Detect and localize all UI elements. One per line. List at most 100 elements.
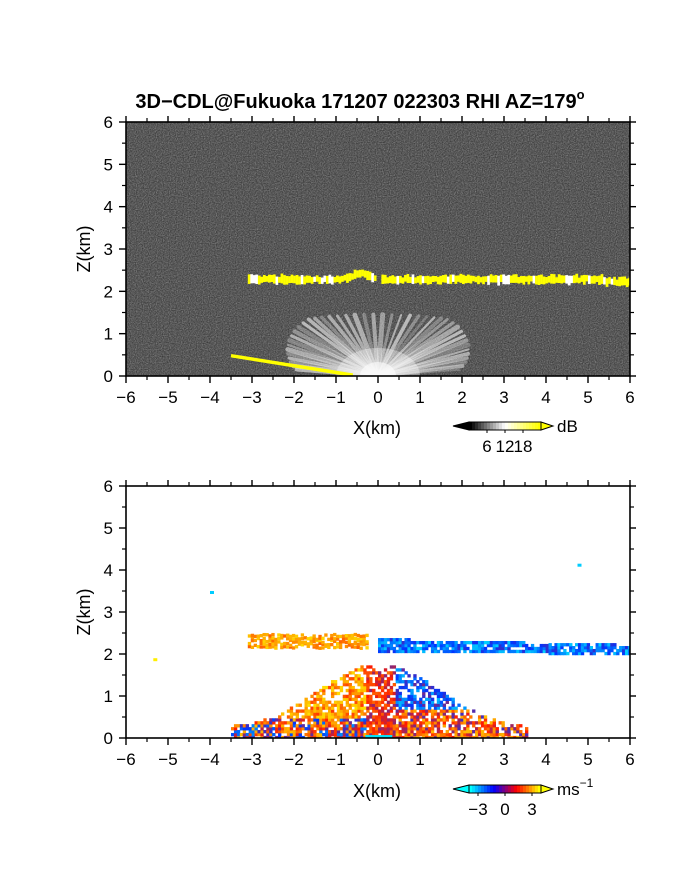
velocity-echo-cell xyxy=(410,700,414,704)
velocity-echo-cell xyxy=(577,651,582,656)
velocity-echo-cell xyxy=(389,730,394,734)
velocity-echo-cell xyxy=(378,682,382,687)
velocity-echo-cell xyxy=(330,682,335,687)
reflectivity-cloud-cell xyxy=(247,274,251,284)
velocity-echo-cell xyxy=(557,646,561,650)
velocity-echo-cell xyxy=(413,700,417,704)
velocity-echo-cell xyxy=(619,648,623,653)
velocity-echo-cell xyxy=(507,646,511,651)
velocity-echo-cell xyxy=(413,724,417,728)
velocity-echo-cell xyxy=(350,633,355,638)
velocity-echo-cell xyxy=(463,732,467,737)
velocity-echo-cell xyxy=(319,718,323,722)
velocity-echo-cell xyxy=(472,709,476,713)
velocity-echo-cell xyxy=(357,677,361,681)
velocity-echo-cell xyxy=(425,724,429,728)
velocity-echo-cell xyxy=(398,706,402,710)
velocity-echo-cell xyxy=(395,715,399,719)
velocity-echo-cell xyxy=(530,646,535,651)
velocity-echo-cell xyxy=(354,703,358,707)
velocity-echo-cell xyxy=(306,637,310,641)
velocity-echo-cell xyxy=(268,637,272,641)
reflectivity-cloud-cell xyxy=(487,275,490,285)
velocity-echo-cell xyxy=(395,732,399,737)
velocity-echo-cell xyxy=(275,718,279,722)
velocity-echo-cell xyxy=(413,674,417,678)
velocity-echo-cell xyxy=(442,735,447,738)
velocity-echo-cell xyxy=(519,724,523,728)
velocity-echo-cell xyxy=(359,634,363,639)
velocity-echo-cell xyxy=(378,649,382,654)
velocity-echo-cell xyxy=(378,677,382,681)
velocity-echo-cell xyxy=(422,700,426,704)
velocity-echo-cell xyxy=(356,637,360,641)
velocity-echo-cell xyxy=(378,709,382,713)
velocity-echo-cell xyxy=(356,645,360,649)
velocity-echo-cell xyxy=(580,648,585,653)
velocity-echo-cell xyxy=(433,646,438,651)
velocity-echo-cell xyxy=(266,732,270,737)
velocity-echo-cell xyxy=(366,694,370,699)
velocity-echo-cell xyxy=(375,703,379,707)
velocity-echo-cell xyxy=(283,730,288,734)
velocity-echo-cell xyxy=(338,640,343,644)
velocity-echo-cell xyxy=(233,732,238,737)
velocity-echo-cell xyxy=(425,680,429,684)
velocity-echo-cell xyxy=(366,724,370,728)
velocity-echo-cell xyxy=(430,703,435,707)
velocity-echo-cell xyxy=(357,668,361,672)
velocity-echo-cell xyxy=(389,706,394,710)
velocity-echo-cell xyxy=(316,724,320,728)
velocity-echo-cell xyxy=(345,682,349,687)
velocity-echo-cell xyxy=(386,646,391,651)
velocity-echo-cell xyxy=(480,649,485,654)
velocity-echo-cell xyxy=(288,638,293,643)
velocity-echo-cell xyxy=(486,643,491,648)
velocity-echo-cell xyxy=(492,735,496,738)
velocity-echo-cell xyxy=(333,680,338,684)
reflectivity-cloud-cell xyxy=(484,276,488,282)
velocity-echo-cell xyxy=(339,735,344,738)
velocity-echo-cell xyxy=(348,682,352,687)
velocity-echo-cell xyxy=(466,730,470,734)
velocity-echo-cell xyxy=(404,730,408,734)
velocity-echo-cell xyxy=(442,732,447,737)
velocity-echo-cell xyxy=(389,646,394,651)
velocity-echo-cell xyxy=(268,634,272,638)
velocity-echo-cell xyxy=(265,633,269,637)
velocity-echo-cell xyxy=(392,721,397,725)
velocity-echo-cell xyxy=(404,682,408,687)
velocity-echo-cell xyxy=(268,645,272,649)
velocity-echo-cell xyxy=(353,640,357,644)
velocity-echo-cell xyxy=(342,721,347,725)
velocity-echo-cell xyxy=(419,677,423,681)
velocity-echo-cell xyxy=(360,685,364,690)
velocity-echo-cell xyxy=(557,648,561,653)
velocity-echo-cell xyxy=(413,646,417,651)
velocity-echo-cell xyxy=(469,732,473,737)
velocity-echo-cell xyxy=(357,727,361,731)
velocity-echo-cell xyxy=(313,718,317,722)
velocity-colorbar-unit: ms−1 xyxy=(557,776,594,799)
velocity-echo-cell xyxy=(316,697,320,702)
velocity-echo-cell xyxy=(436,640,441,645)
velocity-echo-cell xyxy=(466,724,470,728)
velocity-echo-cell xyxy=(413,721,417,725)
velocity-echo-cell xyxy=(280,735,285,738)
velocity-echo-cell xyxy=(354,735,358,738)
velocity-echo-cell xyxy=(572,646,576,650)
velocity-echo-cell xyxy=(451,709,455,713)
velocity-echo-cell xyxy=(413,682,417,687)
velocity-echo-cell xyxy=(401,643,405,648)
velocity-echo-cell xyxy=(319,709,323,713)
velocity-echo-cell xyxy=(457,721,461,725)
velocity-echo-cell xyxy=(422,682,426,687)
velocity-echo-cell xyxy=(310,730,314,734)
velocity-echo-cell xyxy=(404,735,408,738)
velocity-echo-cell xyxy=(356,642,360,647)
velocity-echo-cell xyxy=(309,639,313,643)
velocity-echo-cell xyxy=(375,715,379,719)
velocity-echo-cell xyxy=(325,735,329,738)
velocity-echo-cell xyxy=(360,724,364,728)
velocity-echo-cell xyxy=(304,697,308,702)
